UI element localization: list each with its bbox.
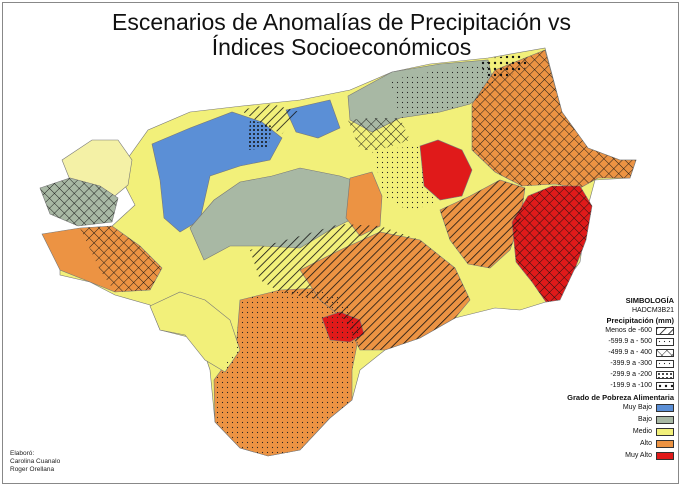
- credit-label: Elaboró:: [10, 450, 35, 457]
- overlay-diagonal-east: [440, 180, 525, 268]
- medio-swatch: [656, 427, 674, 436]
- muy-alto-swatch: [656, 451, 674, 460]
- credits: Elaboró: Carolina Cuanalo Roger Orellana: [10, 450, 60, 474]
- legend-precip-item: -299.9 a -200: [560, 369, 674, 380]
- legend-heading: SIMBOLOGÍA: [625, 296, 674, 305]
- legend-poverty-item: Muy Alto: [560, 450, 674, 461]
- overlay-dots-north: [390, 62, 494, 118]
- map-frame: [2, 2, 679, 484]
- precipitation-overlays: [40, 50, 636, 456]
- overlay-diagonal-center: [250, 224, 470, 350]
- legend-precip-item: -199.9 a -100: [560, 380, 674, 391]
- overlay-crosshatch-west: [40, 178, 118, 226]
- overlay-dots-center: [372, 146, 440, 212]
- legend-poverty-item: Bajo: [560, 414, 674, 425]
- dots-fine-swatch: [656, 359, 674, 368]
- overlay-crosshatch-nw-orange: [80, 226, 162, 292]
- credit-author-1: Carolina Cuanalo: [10, 458, 61, 465]
- dots-coarse-swatch: [656, 381, 674, 390]
- legend-model: HADCM3B21: [631, 307, 674, 314]
- overlay-dots-coarse-north: [478, 54, 530, 80]
- legend-precip-item: -499.9 a - 400: [560, 347, 674, 358]
- legend-poverty-item: Medio: [560, 426, 674, 437]
- legend-precip-item: -399.9 a -300: [560, 358, 674, 369]
- dots-sparse-swatch: [656, 337, 674, 346]
- overlay-diagonal-north: [240, 104, 300, 134]
- credit-author-2: Roger Orellana: [10, 466, 55, 473]
- legend-precip-item: Menos de -600: [560, 325, 674, 336]
- legend-precip-heading: Precipitación (mm): [606, 316, 674, 325]
- overlay-crosshatch-red: [512, 186, 592, 302]
- title-line-1: Escenarios de Anomalías de Precipitación…: [112, 9, 571, 35]
- bajo-swatch: [656, 415, 674, 424]
- legend-poverty-heading: Grado de Pobreza Alimentaria: [567, 393, 674, 402]
- legend-precip-item: -599.9 a - 500: [560, 336, 674, 347]
- region-north-blue-east: [285, 99, 341, 139]
- legend-poverty-item: Alto: [560, 438, 674, 449]
- overlay-dots-dense-nw: [248, 120, 272, 150]
- crosshatch-swatch: [656, 348, 674, 357]
- hatch-diagonal-swatch: [656, 326, 674, 335]
- dots-dense-swatch: [656, 370, 674, 379]
- alto-swatch: [656, 439, 674, 448]
- overlay-crosshatch-east: [472, 50, 636, 188]
- map-title: Escenarios de Anomalías de Precipitación…: [0, 10, 683, 60]
- overlay-dots-south: [214, 288, 360, 456]
- overlay-crosshatch-north: [348, 118, 410, 150]
- legend-poverty-item: Muy Bajo: [560, 402, 674, 413]
- title-line-2: Índices Socioeconómicos: [211, 34, 472, 60]
- muy-bajo-swatch: [656, 403, 674, 412]
- legend: SIMBOLOGÍA HADCM3B21 Precipitación (mm) …: [560, 296, 674, 461]
